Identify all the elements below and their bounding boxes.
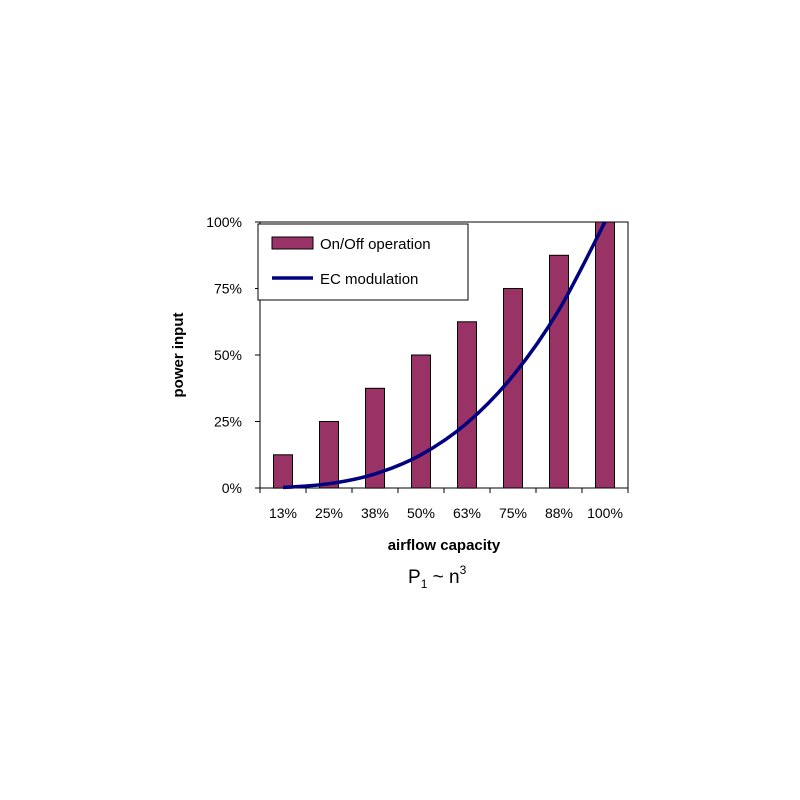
bar-63pct bbox=[457, 321, 477, 489]
x-tick-label: 75% bbox=[499, 505, 527, 521]
formula-middle: ~ n bbox=[427, 567, 459, 588]
x-tick-label: 25% bbox=[315, 505, 343, 521]
bar-38pct bbox=[365, 387, 385, 489]
y-tick-label: 75% bbox=[214, 281, 242, 297]
y-tick-label: 0% bbox=[222, 480, 242, 496]
bar-100pct bbox=[595, 221, 615, 489]
y-tick-labels: 0% 25% 50% 75% 100% bbox=[206, 214, 242, 496]
x-tick-label: 13% bbox=[269, 505, 297, 521]
legend-label-ec: EC modulation bbox=[320, 271, 418, 288]
x-axis-title: airflow capacity bbox=[388, 537, 501, 554]
bar-88pct bbox=[549, 254, 569, 489]
legend-swatch-bars bbox=[271, 236, 314, 250]
y-axis-title: power input bbox=[170, 313, 187, 398]
y-tick-label: 100% bbox=[206, 214, 242, 230]
bar-75pct bbox=[503, 288, 523, 489]
bar-25pct bbox=[319, 421, 339, 489]
legend-label-on-off: On/Off operation bbox=[320, 236, 431, 253]
ec-modulation-line bbox=[282, 221, 607, 490]
x-tick-label: 88% bbox=[545, 505, 573, 521]
x-tick-labels: 13% 25% 38% 50% 63% 75% 88% 100% bbox=[269, 505, 623, 521]
bar-13pct bbox=[273, 454, 293, 489]
bars-layer bbox=[273, 221, 615, 489]
bar-50pct bbox=[411, 354, 431, 489]
axes-layer bbox=[255, 221, 629, 493]
x-tick-label: 50% bbox=[407, 505, 435, 521]
y-tick-label: 25% bbox=[214, 414, 242, 430]
formula-sup: 3 bbox=[460, 563, 467, 577]
x-tick-label: 38% bbox=[361, 505, 389, 521]
formula-sub: 1 bbox=[421, 577, 428, 591]
x-tick-label: 100% bbox=[587, 505, 623, 521]
y-tick-label: 50% bbox=[214, 347, 242, 363]
formula-annotation: P1 ~ n3 bbox=[408, 563, 467, 591]
legend: On/Off operation EC modulation bbox=[257, 223, 469, 301]
formula-base: P bbox=[408, 567, 421, 588]
x-tick-label: 63% bbox=[453, 505, 481, 521]
